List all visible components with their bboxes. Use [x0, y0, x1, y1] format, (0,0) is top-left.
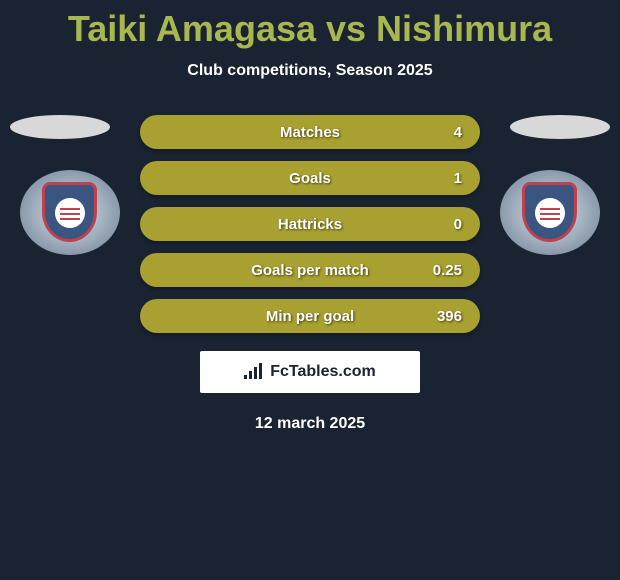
stat-label: Goals [289, 170, 331, 187]
player1-team-badge [20, 170, 120, 255]
player1-avatar-placeholder [10, 115, 110, 139]
footer-brand-text: FcTables.com [270, 363, 376, 381]
stat-value: 396 [437, 308, 462, 325]
stat-label: Hattricks [278, 216, 342, 233]
content-area: Matches 4 Goals 1 Hattricks 0 Goals per … [0, 115, 620, 433]
date-text: 12 march 2025 [0, 415, 620, 433]
stat-value: 4 [454, 124, 462, 141]
stat-value: 0.25 [433, 262, 462, 279]
stats-container: Matches 4 Goals 1 Hattricks 0 Goals per … [140, 115, 480, 333]
stat-bar-matches: Matches 4 [140, 115, 480, 149]
stat-value: 0 [454, 216, 462, 233]
page-title: Taiki Amagasa vs Nishimura [0, 0, 620, 50]
page-subtitle: Club competitions, Season 2025 [0, 62, 620, 80]
player2-avatar-placeholder [510, 115, 610, 139]
player2-team-badge [500, 170, 600, 255]
stat-value: 1 [454, 170, 462, 187]
chart-icon [244, 361, 264, 384]
stat-label: Min per goal [266, 308, 354, 325]
stat-label: Matches [280, 124, 340, 141]
stat-bar-goals-per-match: Goals per match 0.25 [140, 253, 480, 287]
stat-label: Goals per match [251, 262, 369, 279]
stat-bar-min-per-goal: Min per goal 396 [140, 299, 480, 333]
stat-bar-hattricks: Hattricks 0 [140, 207, 480, 241]
footer-brand-logo[interactable]: FcTables.com [200, 351, 420, 393]
stat-bar-goals: Goals 1 [140, 161, 480, 195]
